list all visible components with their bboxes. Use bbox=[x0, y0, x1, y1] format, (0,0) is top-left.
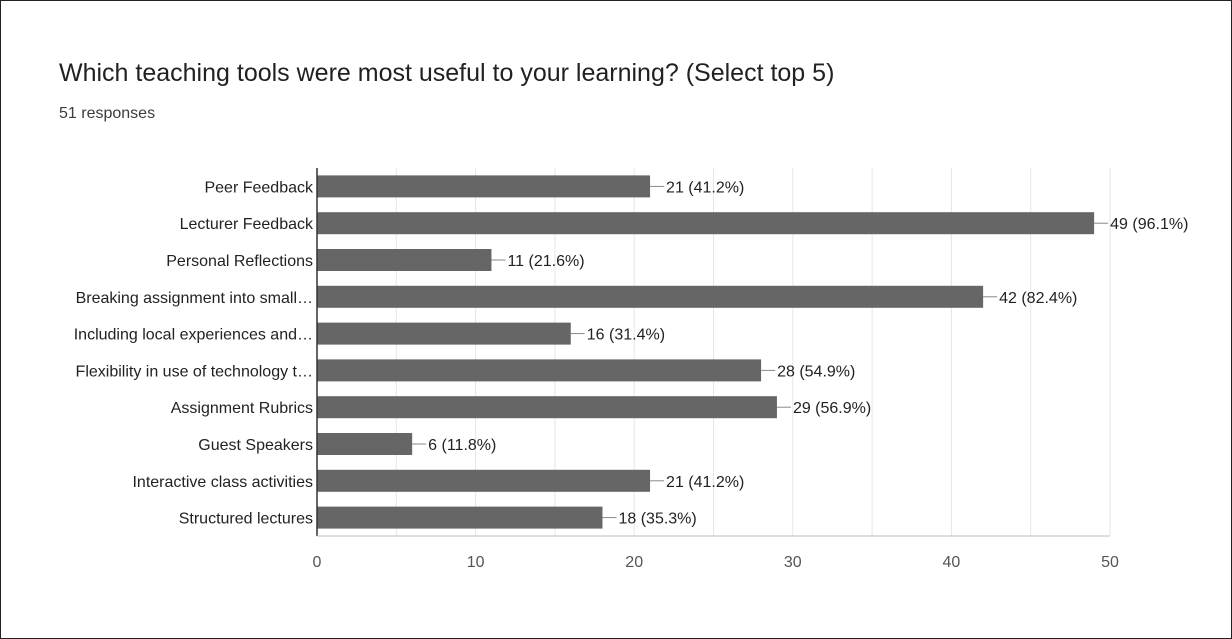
data-label: 42 (82.4%) bbox=[999, 290, 1077, 307]
bar bbox=[317, 322, 571, 345]
x-tick-label: 10 bbox=[467, 554, 485, 571]
data-label: 49 (96.1%) bbox=[1110, 216, 1188, 233]
data-label: 21 (41.2%) bbox=[666, 179, 744, 196]
category-label: Assignment Rubrics bbox=[171, 400, 313, 417]
response-count: 51 responses bbox=[59, 105, 156, 122]
category-label: Breaking assignment into small… bbox=[76, 290, 313, 307]
category-label: Structured lectures bbox=[179, 511, 313, 528]
data-label: 11 (21.6%) bbox=[507, 253, 584, 270]
x-tick-label: 0 bbox=[313, 554, 322, 571]
category-label: Personal Reflections bbox=[166, 253, 313, 270]
category-label: Including local experiences and… bbox=[74, 327, 313, 344]
bar bbox=[317, 285, 984, 308]
category-label: Lecturer Feedback bbox=[180, 216, 314, 233]
bar bbox=[317, 506, 603, 529]
data-label: 6 (11.8%) bbox=[428, 437, 496, 454]
bars bbox=[317, 175, 1095, 529]
data-label: 21 (41.2%) bbox=[666, 474, 744, 491]
x-tick-label: 40 bbox=[943, 554, 961, 571]
data-label: 28 (54.9%) bbox=[777, 363, 855, 380]
category-label: Guest Speakers bbox=[198, 437, 313, 454]
data-label: 16 (31.4%) bbox=[587, 327, 665, 344]
bar bbox=[317, 396, 777, 419]
axes bbox=[316, 168, 1110, 537]
x-tick-label: 20 bbox=[625, 554, 643, 571]
bar bbox=[317, 469, 651, 492]
bar bbox=[317, 249, 492, 271]
bar bbox=[317, 359, 762, 382]
labels: 21 (41.2%) Peer Feedback 49 (96.1%) Lecture… bbox=[74, 179, 1189, 571]
data-label: 29 (56.9%) bbox=[793, 400, 871, 417]
x-tick-label: 30 bbox=[784, 554, 802, 571]
category-label: Peer Feedback bbox=[204, 179, 314, 196]
bar bbox=[317, 433, 413, 455]
bar bbox=[317, 175, 651, 198]
bar bbox=[317, 212, 1095, 235]
chart-title: Which teaching tools were most useful to… bbox=[59, 59, 835, 87]
x-tick-label: 50 bbox=[1101, 554, 1119, 571]
category-label: Interactive class activities bbox=[132, 474, 313, 491]
data-label: 18 (35.3%) bbox=[618, 511, 696, 528]
category-label: Flexibility in use of technology t… bbox=[76, 363, 313, 380]
